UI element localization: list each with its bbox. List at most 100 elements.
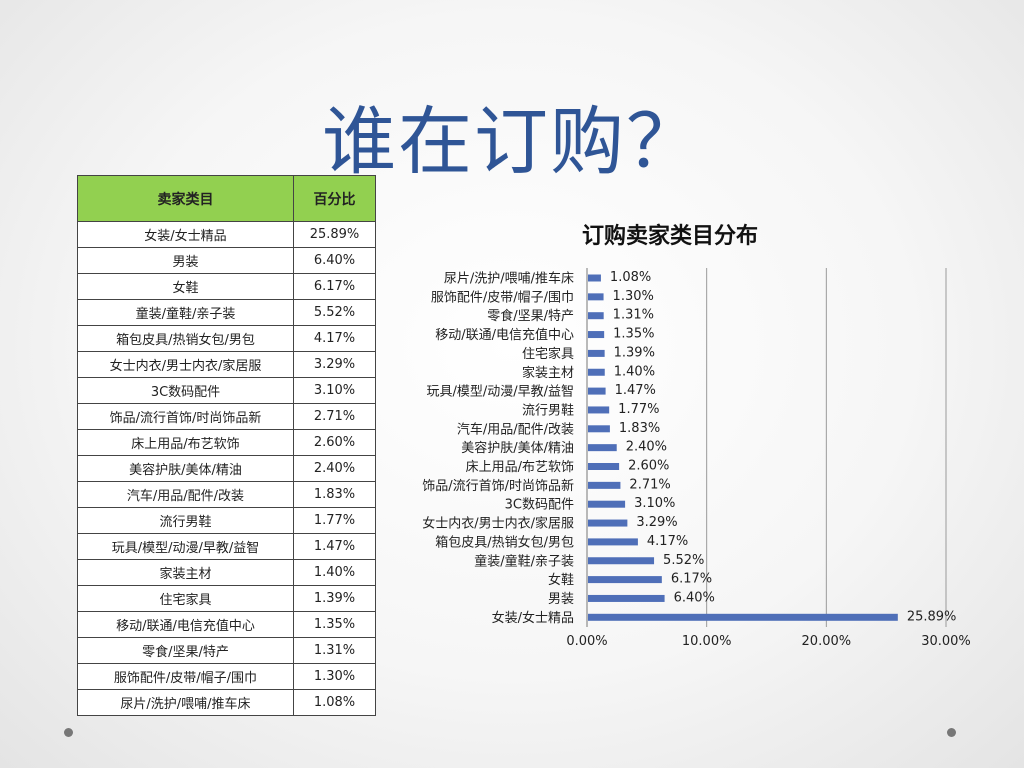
table-row: 尿片/洗护/喂哺/推车床 1.08% [77, 689, 376, 716]
percentage-cell: 1.83% [293, 481, 376, 508]
category-label: 美容护肤/美体/精油 [461, 440, 574, 456]
bar-value-label: 3.10% [634, 496, 675, 511]
bar-value-label: 1.39% [614, 345, 655, 360]
bar [588, 425, 610, 433]
category-label: 女士内衣/男士内衣/家居服 [422, 516, 574, 532]
category-label: 零食/坚果/特产 [487, 308, 574, 324]
table-row: 零食/坚果/特产 1.31% [77, 637, 376, 664]
bar [588, 538, 638, 546]
table-row: 玩具/模型/动漫/早教/益智 1.47% [77, 533, 376, 560]
category-cell: 饰品/流行首饰/时尚饰品新 [77, 403, 294, 430]
category-cell: 床上用品/布艺软饰 [77, 429, 294, 456]
table-row: 女装/女士精品 25.89% [77, 221, 376, 248]
percentage-cell: 1.47% [293, 533, 376, 560]
table-row: 服饰配件/皮带/帽子/围巾 1.30% [77, 663, 376, 690]
category-cell: 男装 [77, 247, 294, 274]
percentage-cell: 2.60% [293, 429, 376, 456]
bar [588, 368, 605, 376]
category-label: 流行男鞋 [522, 402, 574, 418]
category-cell: 箱包皮具/热销女包/男包 [77, 325, 294, 352]
bar [588, 293, 604, 301]
bar [588, 406, 610, 414]
x-tick-label: 10.00% [682, 634, 732, 649]
bar [588, 576, 662, 584]
bar-value-label: 1.31% [613, 308, 654, 323]
category-cell: 女鞋 [77, 273, 294, 300]
chart-title: 订购卖家类目分布 [581, 224, 758, 249]
bar-value-label: 2.40% [626, 440, 667, 455]
x-tick-label: 30.00% [921, 634, 971, 649]
category-label: 饰品/流行首饰/时尚饰品新 [422, 478, 574, 494]
bar-value-label: 6.40% [674, 590, 715, 605]
category-label: 童装/童鞋/亲子装 [474, 553, 574, 569]
bar [588, 444, 617, 452]
table-row: 3C数码配件 3.10% [77, 377, 376, 404]
category-cell: 3C数码配件 [77, 377, 294, 404]
percentage-cell: 1.30% [293, 663, 376, 690]
bar [588, 481, 621, 489]
bar-value-label: 1.30% [613, 289, 654, 304]
percentage-cell: 6.40% [293, 247, 376, 274]
category-cell: 住宅家具 [77, 585, 294, 612]
table-row: 住宅家具 1.39% [77, 585, 376, 612]
category-label: 尿片/洗护/喂哺/推车床 [444, 271, 574, 287]
percentage-cell: 1.39% [293, 585, 376, 612]
bar-value-label: 25.89% [907, 609, 957, 624]
bar [588, 500, 626, 508]
category-cell: 服饰配件/皮带/帽子/围巾 [77, 663, 294, 690]
table-row: 童装/童鞋/亲子装 5.52% [77, 299, 376, 326]
bar-value-label: 1.47% [615, 383, 656, 398]
bar-value-label: 4.17% [647, 534, 688, 549]
table-body: 女装/女士精品 25.89% 男装 6.40% 女鞋 6.17% 童装/童鞋/亲子装 5.52… [77, 221, 376, 716]
decorative-dot-left [64, 728, 73, 737]
bar-value-label: 5.52% [663, 553, 704, 568]
bar-value-label: 1.35% [613, 327, 654, 342]
slide-title: 谁在订购？ [322, 99, 702, 185]
percentage-cell: 5.52% [293, 299, 376, 326]
bar [588, 594, 665, 602]
category-label: 箱包皮具/热销女包/男包 [435, 534, 574, 550]
table-row: 流行男鞋 1.77% [77, 507, 376, 534]
table-row: 箱包皮具/热销女包/男包 4.17% [77, 325, 376, 352]
category-label: 住宅家具 [522, 346, 574, 362]
percentage-cell: 3.10% [293, 377, 376, 404]
percentage-cell: 1.08% [293, 689, 376, 716]
bar-value-label: 1.08% [610, 270, 651, 285]
category-label: 男装 [548, 592, 574, 607]
bar [588, 349, 605, 357]
column-header-percentage: 百分比 [293, 175, 376, 222]
bar [588, 312, 604, 320]
bar [588, 387, 606, 395]
percentage-cell: 25.89% [293, 221, 376, 248]
decorative-dot-right [947, 728, 956, 737]
table-row: 家装主材 1.40% [77, 559, 376, 586]
table-row: 移动/联通/电信充值中心 1.35% [77, 611, 376, 638]
bar-value-label: 2.71% [629, 477, 670, 492]
bar [588, 274, 601, 282]
category-cell: 女装/女士精品 [77, 221, 294, 248]
table-row: 男装 6.40% [77, 247, 376, 274]
category-cell: 流行男鞋 [77, 507, 294, 534]
table-row: 床上用品/布艺软饰 2.60% [77, 429, 376, 456]
category-cell: 尿片/洗护/喂哺/推车床 [77, 689, 294, 716]
percentage-cell: 1.35% [293, 611, 376, 638]
bar [588, 519, 628, 527]
category-label: 移动/联通/电信充值中心 [435, 327, 574, 343]
table-row: 汽车/用品/配件/改装 1.83% [77, 481, 376, 508]
category-label: 服饰配件/皮带/帽子/围巾 [431, 289, 574, 305]
category-label: 汽车/用品/配件/改装 [457, 421, 574, 437]
bar [588, 557, 655, 565]
category-label: 床上用品/布艺软饰 [466, 460, 574, 475]
bar-value-label: 1.83% [619, 421, 660, 436]
table-row: 美容护肤/美体/精油 2.40% [77, 455, 376, 482]
percentage-cell: 1.31% [293, 637, 376, 664]
category-cell: 家装主材 [77, 559, 294, 586]
x-tick-label: 0.00% [566, 634, 607, 649]
category-cell: 美容护肤/美体/精油 [77, 455, 294, 482]
table-row: 女士内衣/男士内衣/家居服 3.29% [77, 351, 376, 378]
category-cell: 汽车/用品/配件/改装 [77, 481, 294, 508]
bar [588, 463, 620, 470]
percentage-cell: 2.71% [293, 403, 376, 430]
bar-value-label: 2.60% [628, 459, 669, 474]
bar-value-label: 3.29% [636, 515, 677, 530]
